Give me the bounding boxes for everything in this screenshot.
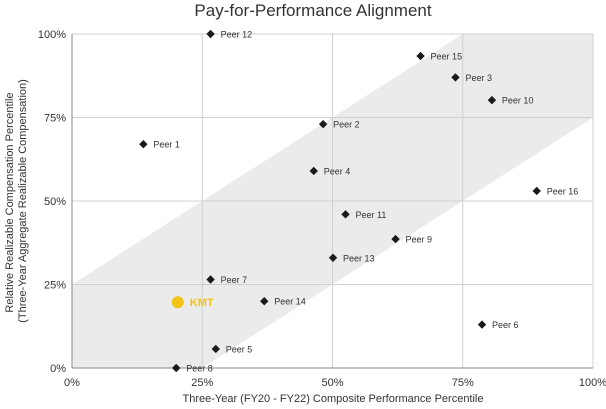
y-axis-label-line1: Relative Realizable Compensation Percent…: [4, 92, 16, 312]
peer-marker: [309, 166, 318, 176]
peer-marker: [206, 275, 215, 284]
x-tick-label: 50%: [321, 377, 343, 389]
peer-label: Peer 15: [431, 52, 463, 62]
x-tick-label: 25%: [191, 377, 213, 389]
peer-marker: [477, 320, 487, 329]
kmt-marker: [171, 296, 184, 309]
peer-label: Peer 16: [547, 186, 579, 196]
peer-marker: [328, 253, 338, 262]
x-tick-label: 100%: [579, 377, 606, 389]
y-tick-label: 25%: [44, 280, 66, 292]
peer-marker: [139, 140, 148, 149]
kmt-label: KMT: [190, 297, 214, 309]
x-axis-label: Three-Year (FY20 - FY22) Composite Perfo…: [183, 393, 484, 405]
peer-marker: [172, 363, 181, 373]
peer-marker: [391, 234, 400, 244]
peer-label: Peer 13: [343, 253, 375, 263]
peer-marker: [211, 344, 220, 354]
x-tick-label: 75%: [452, 377, 474, 389]
peer-marker: [532, 186, 541, 196]
peer-marker: [416, 51, 425, 61]
peer-marker: [260, 297, 269, 306]
peer-label: Peer 8: [186, 364, 213, 374]
peer-marker: [341, 210, 350, 219]
peer-label: Peer 3: [465, 73, 492, 83]
peer-marker: [318, 119, 328, 129]
y-axis-label-line2: (Three-Year Aggregate Realizable Compens…: [17, 79, 29, 323]
peer-label: Peer 9: [406, 235, 433, 245]
y-tick-label: 0%: [50, 363, 66, 375]
peer-label: Peer 6: [492, 320, 519, 330]
y-tick-label: 50%: [44, 196, 66, 208]
y-axis-label: Relative Realizable Compensation Percent…: [4, 79, 29, 323]
peer-label: Peer 12: [221, 30, 253, 40]
peer-label: Peer 1: [153, 140, 180, 150]
peer-marker: [487, 95, 497, 105]
peer-label: Peer 14: [274, 297, 306, 307]
chart-title: Pay-for-Performance Alignment: [194, 1, 431, 20]
y-tick-label: 100%: [38, 29, 66, 41]
peer-marker: [206, 29, 215, 39]
peer-label: Peer 2: [333, 120, 360, 130]
peer-label: Peer 4: [324, 166, 351, 176]
peer-label: Peer 11: [356, 210, 387, 220]
peer-label: Peer 5: [226, 344, 253, 354]
peer-label: Peer 7: [221, 275, 248, 285]
peer-marker: [451, 73, 460, 82]
x-tick-label: 0%: [64, 377, 80, 389]
y-tick-label: 75%: [44, 113, 66, 125]
peer-label: Peer 10: [502, 96, 534, 106]
